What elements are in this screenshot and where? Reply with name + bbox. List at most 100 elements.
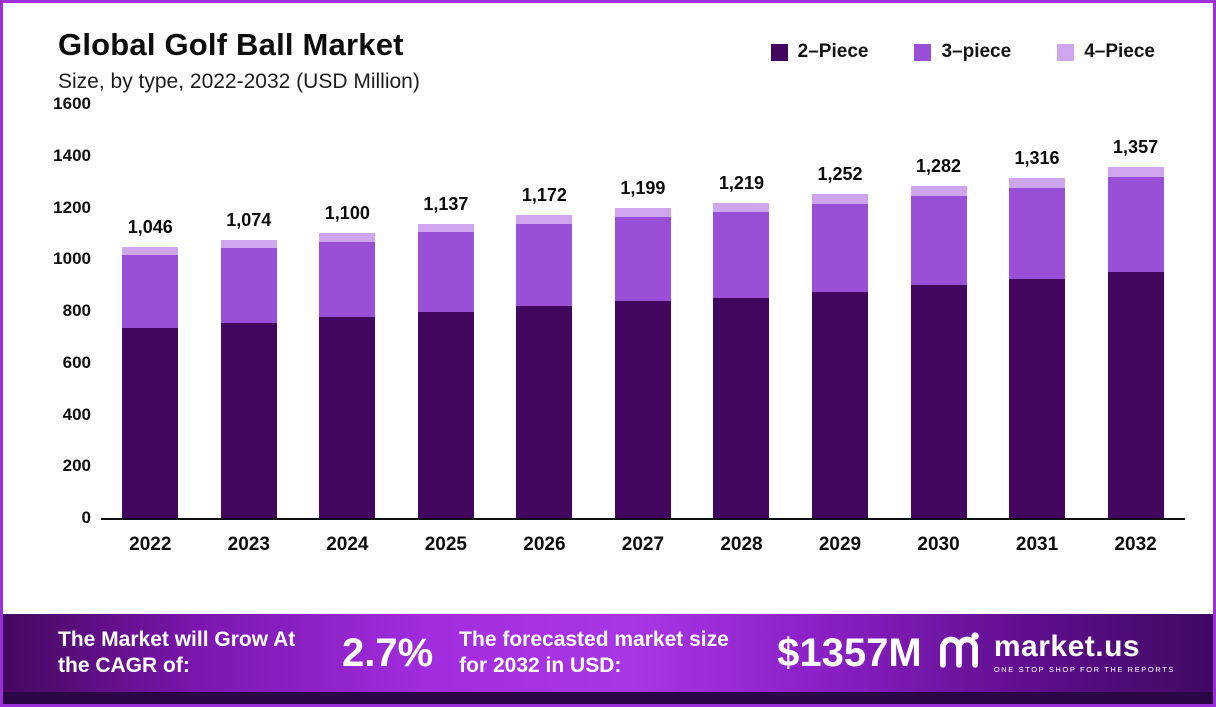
bar-segment-3-piece — [417, 232, 474, 313]
chart: 0 200 400 600 800 1000 1200 1400 1600 1,046 1,074… — [33, 94, 1187, 578]
y-axis-label: 0 — [81, 508, 91, 527]
bar-value-label: 1,316 — [1014, 147, 1060, 168]
bar-segment-3-piece — [516, 223, 573, 306]
bar-segment-3-piece — [319, 241, 376, 318]
bar-2028: 1,219 — [713, 104, 770, 518]
bar-value-label: 1,199 — [620, 177, 666, 198]
bar-segment-3-piece — [1009, 187, 1066, 279]
bar-segment-3-piece — [1107, 177, 1164, 273]
bar-stack — [910, 186, 967, 518]
y-axis-label: 1200 — [53, 197, 91, 217]
bar-stack — [122, 247, 179, 518]
bar-value-label: 1,074 — [226, 210, 272, 231]
bar-segment-2-Piece — [122, 327, 179, 518]
x-axis-label: 2022 — [129, 534, 172, 555]
y-axis-labels: 0 200 400 600 800 1000 1200 1400 1600 — [33, 94, 91, 527]
bar-stack — [1107, 166, 1164, 518]
bar-segment-2-Piece — [1009, 278, 1066, 518]
bar-2030: 1,282 — [910, 104, 967, 518]
bar-stack — [614, 207, 671, 518]
bar-segment-3-piece — [713, 211, 770, 299]
bar-stack — [516, 214, 573, 518]
legend-item-1: 2–Piece — [770, 41, 869, 63]
bar-segment-4-Piece — [1009, 177, 1066, 188]
bar-value-label: 1,357 — [1113, 136, 1159, 157]
bar-segment-2-Piece — [1107, 272, 1164, 518]
x-axis-label: 2032 — [1114, 534, 1157, 555]
x-axis-label: 2030 — [917, 534, 960, 555]
legend-label: 4–Piece — [1084, 41, 1155, 62]
bar-segment-4-Piece — [811, 194, 868, 204]
bar-2022: 1,046 — [122, 104, 179, 518]
y-axis-label: 1600 — [53, 94, 91, 113]
bar-segment-2-Piece — [319, 317, 376, 518]
legend-swatch — [914, 43, 932, 61]
bar-stack — [1009, 177, 1066, 518]
bar-2031: 1,316 — [1009, 104, 1066, 518]
x-axis-labels: 2022 2023 2024 2025 2026 2027 2028 2029 2030 2031… — [101, 534, 1185, 556]
bar-segment-4-Piece — [417, 223, 474, 233]
bar-segment-2-Piece — [713, 298, 770, 518]
forecast-label: The forecasted market size for 2032 in U… — [459, 628, 729, 677]
legend: 2–Piece 3–piece 4–Piece — [770, 27, 1155, 63]
y-axis-label: 400 — [62, 404, 91, 424]
bar-stack — [713, 202, 770, 518]
bar-2029: 1,252 — [811, 104, 868, 518]
bar-value-label: 1,137 — [423, 193, 469, 214]
bar-segment-4-Piece — [910, 186, 967, 197]
cagr-label: The Market will Grow At the CAGR of: — [58, 628, 296, 677]
x-axis-label: 2029 — [818, 534, 862, 555]
x-axis-label: 2025 — [424, 534, 467, 555]
bar-segment-2-Piece — [614, 300, 671, 518]
bar-segment-4-Piece — [122, 247, 179, 256]
bar-stack — [811, 194, 868, 518]
legend-item-3: 4–Piece — [1057, 41, 1155, 63]
bar-segment-4-Piece — [1107, 166, 1164, 178]
x-axis-label: 2023 — [227, 534, 270, 555]
brand-icon — [936, 628, 982, 679]
x-axis-label: 2028 — [720, 534, 763, 555]
bar-value-label: 1,172 — [521, 184, 567, 205]
header: Global Golf Ball Market Size, by type, 2… — [3, 3, 1213, 94]
legend-swatch — [1057, 43, 1075, 61]
brand-tagline: ONE STOP SHOP FOR THE REPORTS — [993, 665, 1175, 675]
bar-segment-4-Piece — [713, 202, 770, 212]
x-axis-label: 2024 — [326, 534, 369, 555]
bar-segment-3-piece — [811, 203, 868, 292]
bar-segment-3-piece — [220, 248, 277, 323]
bar-2023: 1,074 — [220, 104, 277, 518]
x-axis-label: 2026 — [523, 534, 566, 555]
page-title: Global Golf Ball Market — [58, 27, 404, 62]
legend-label: 2–Piece — [797, 41, 869, 62]
plot-area: 1,046 1,074 1,100 1,137 1,172 1,199 1,219 1,252… — [101, 104, 1185, 520]
brand-logo: market.us ONE STOP SHOP FOR THE REPORTS — [936, 628, 1175, 679]
cagr-value: 2.7% — [342, 630, 434, 675]
y-axis-label: 1400 — [53, 145, 91, 165]
banner-content: The Market will Grow At the CAGR of: 2.7… — [3, 614, 1213, 692]
bar-segment-2-Piece — [811, 291, 868, 518]
x-axis-label: 2027 — [621, 534, 665, 555]
brand-text: market.us ONE STOP SHOP FOR THE REPORTS — [994, 632, 1175, 674]
bar-value-label: 1,100 — [324, 203, 370, 224]
bar-segment-3-piece — [910, 196, 967, 286]
bar-segment-4-Piece — [516, 214, 573, 224]
bar-value-label: 1,219 — [718, 172, 764, 193]
bar-segment-4-Piece — [319, 233, 376, 242]
y-axis-label: 800 — [62, 301, 91, 320]
bar-2024: 1,100 — [319, 104, 376, 518]
bar-segment-4-Piece — [614, 207, 671, 217]
banner-bottom-strip — [3, 692, 1213, 704]
legend-swatch — [770, 43, 788, 61]
forecast-value: $1357M — [777, 630, 922, 675]
bars: 1,046 1,074 1,100 1,137 1,172 1,199 1,219 1,252… — [101, 104, 1185, 518]
y-axis-label: 200 — [62, 456, 91, 476]
bar-segment-3-piece — [614, 216, 671, 301]
bar-segment-4-Piece — [220, 240, 277, 249]
bar-2025: 1,137 — [417, 104, 474, 518]
title-block: Global Golf Ball Market Size, by type, 2… — [58, 27, 420, 94]
bar-value-label: 1,046 — [127, 217, 173, 238]
x-axis-label: 2031 — [1015, 534, 1059, 555]
banner: The Market will Grow At the CAGR of: 2.7… — [3, 614, 1213, 704]
bar-value-label: 1,252 — [817, 164, 863, 185]
y-axis-label: 1000 — [53, 249, 91, 269]
